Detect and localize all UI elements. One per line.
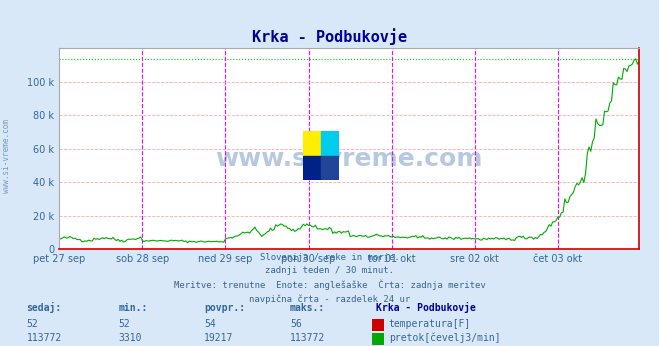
Text: www.si-vreme.com: www.si-vreme.com [215,147,483,171]
Text: 113772: 113772 [290,333,325,343]
Bar [322,156,339,180]
Text: 113772: 113772 [26,333,61,343]
Text: Slovenija / reke in morje.
zadnji teden / 30 minut.
Meritve: trenutne  Enote: an: Slovenija / reke in morje. zadnji teden … [173,253,486,304]
Text: 19217: 19217 [204,333,234,343]
Text: povpr.:: povpr.: [204,303,245,313]
Bar [322,131,339,156]
Text: 56: 56 [290,319,302,329]
Text: min.:: min.: [119,303,148,313]
Text: Krka - Podbukovje: Krka - Podbukovje [376,302,476,313]
Text: www.si-vreme.com: www.si-vreme.com [2,119,11,193]
Text: 52: 52 [26,319,38,329]
Text: 54: 54 [204,319,216,329]
Text: Krka - Podbukovje: Krka - Podbukovje [252,28,407,45]
Text: temperatura[F]: temperatura[F] [389,319,471,329]
Text: sedaj:: sedaj: [26,302,61,313]
Bar [303,156,322,180]
Text: 3310: 3310 [119,333,142,343]
Text: pretok[čevelj3/min]: pretok[čevelj3/min] [389,332,500,343]
Text: maks.:: maks.: [290,303,325,313]
Bar [303,131,322,156]
Text: 52: 52 [119,319,130,329]
